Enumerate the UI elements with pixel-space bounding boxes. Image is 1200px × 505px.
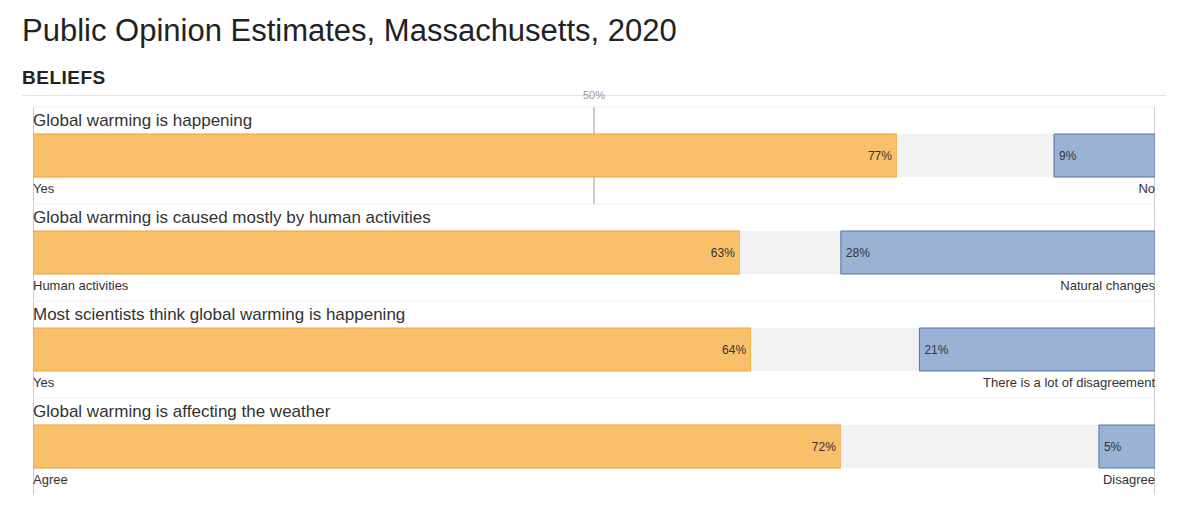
html-text:Global warming is caused mostl: Global warming is caused mostly by human… [33,208,431,227]
html-text:No: No [1138,181,1155,196]
html-text:Yes: Yes [33,181,55,196]
html-text:Agree: Agree [33,472,68,487]
svg-text:50%: 50% [583,89,605,101]
html-text:Disagree: Disagree [1103,472,1155,487]
svg-text:64%: 64% [722,343,746,357]
svg-text:63%: 63% [711,246,735,260]
html-text:Human activities: Human activities [33,278,129,293]
svg-text:21%: 21% [924,343,948,357]
html-text:BELIEFS: BELIEFS [22,67,106,88]
svg-text:28%: 28% [846,246,870,260]
html-text:Yes: Yes [33,375,55,390]
svg-text:72%: 72% [812,440,836,454]
html-text:Global warming is affecting th: Global warming is affecting the weather [33,402,331,421]
html-text:Global warming is happening: Global warming is happening [33,111,253,130]
html-text:There is a lot of disagreement: There is a lot of disagreement [983,375,1155,390]
html-text:Natural changes: Natural changes [1060,278,1155,293]
html-text:Most scientists think global w: Most scientists think global warming is … [33,305,406,324]
svg-text:5%: 5% [1104,440,1122,454]
html-text:Public Opinion Estimates, Mass: Public Opinion Estimates, Massachusetts,… [22,13,677,48]
svg-text:77%: 77% [868,149,892,163]
svg-text:9%: 9% [1059,149,1077,163]
